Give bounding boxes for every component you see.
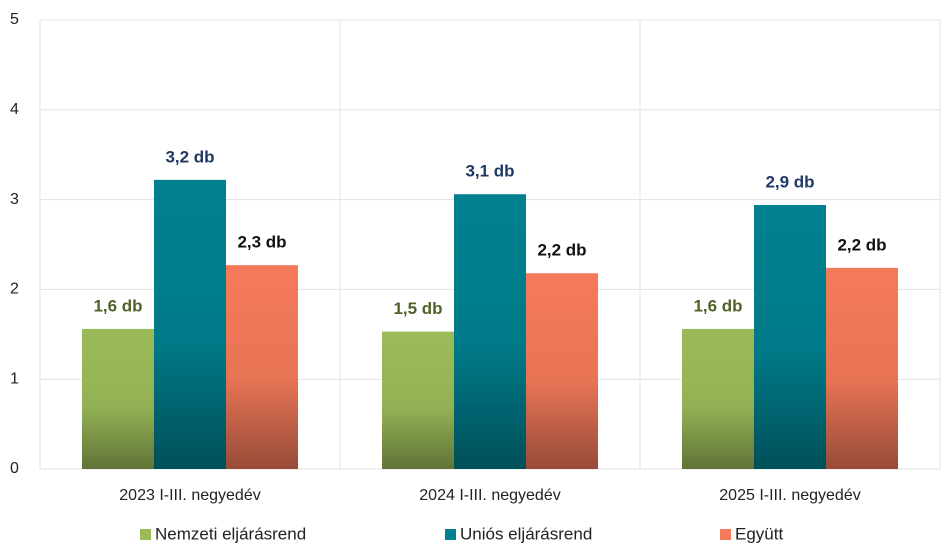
value-label: 2,9 db: [765, 172, 814, 191]
bar-shade: [454, 194, 526, 469]
legend-label: Együtt: [735, 524, 783, 543]
legend-swatch: [445, 529, 456, 540]
y-tick-label: 4: [10, 101, 19, 118]
value-label: 2,3 db: [237, 233, 286, 252]
x-tick-label: 2025 I-III. negyedév: [719, 487, 860, 504]
y-tick-label: 2: [10, 281, 19, 298]
x-tick-label: 2023 I-III. negyedév: [119, 487, 260, 504]
legend-label: Uniós eljárásrend: [460, 524, 592, 543]
value-label: 1,5 db: [393, 299, 442, 318]
value-label: 2,2 db: [837, 235, 886, 254]
value-label: 1,6 db: [693, 296, 742, 315]
y-tick-label: 3: [10, 191, 19, 208]
bar-shade: [826, 267, 898, 469]
y-tick-label: 1: [10, 370, 19, 387]
y-tick-label: 5: [10, 11, 19, 28]
bar-shade: [526, 273, 598, 469]
bar-shade: [682, 328, 754, 469]
legend-swatch: [720, 529, 731, 540]
legend-swatch: [140, 529, 151, 540]
value-label: 3,2 db: [165, 147, 214, 166]
bar-shade: [226, 265, 298, 469]
x-tick-label: 2024 I-III. negyedév: [419, 487, 560, 504]
value-label: 3,1 db: [465, 162, 514, 181]
bar-shade: [754, 204, 826, 469]
value-label: 2,2 db: [537, 241, 586, 260]
legend-label: Nemzeti eljárásrend: [155, 524, 306, 543]
y-tick-label: 0: [10, 460, 19, 477]
bar-shade: [82, 328, 154, 469]
bar-shade: [154, 179, 226, 469]
value-label: 1,6 db: [93, 296, 142, 315]
bar-shade: [382, 331, 454, 469]
